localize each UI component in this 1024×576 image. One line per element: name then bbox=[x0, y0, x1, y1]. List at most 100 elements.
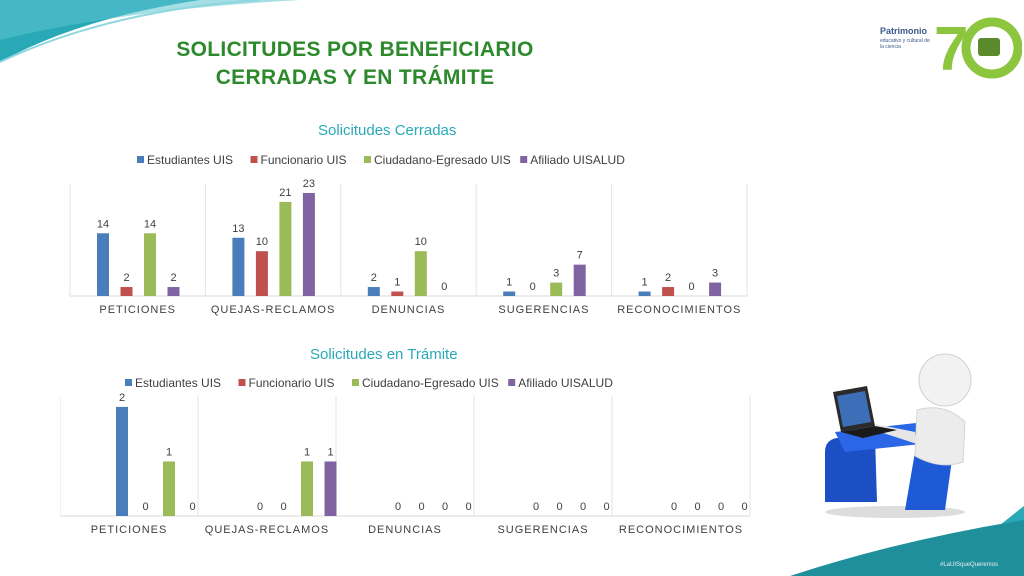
chart-cerradas: Solicitudes Cerradas Estudiantes UIS Funci… bbox=[69, 122, 748, 316]
data-label: 0 bbox=[418, 501, 424, 513]
bar bbox=[301, 461, 313, 516]
data-label: 2 bbox=[665, 272, 671, 284]
data-label: 2 bbox=[170, 272, 176, 284]
bar bbox=[255, 251, 268, 296]
data-label: 0 bbox=[689, 281, 695, 293]
category-label: QUEJAS-RECLAMOS bbox=[211, 304, 335, 316]
data-label: 14 bbox=[144, 218, 156, 230]
legend-swatch bbox=[125, 379, 132, 386]
data-label: 0 bbox=[142, 501, 148, 513]
bar bbox=[302, 192, 315, 296]
data-label: 10 bbox=[415, 236, 427, 248]
data-label: 0 bbox=[580, 501, 586, 513]
legend-swatch bbox=[250, 156, 258, 163]
legend-entry: Funcionario UIS bbox=[261, 153, 347, 167]
data-label: 0 bbox=[671, 501, 677, 513]
data-label: 1 bbox=[394, 277, 400, 289]
data-label: 0 bbox=[189, 501, 195, 513]
category-label: PETICIONES bbox=[99, 304, 176, 316]
data-label: 3 bbox=[712, 268, 718, 280]
bar bbox=[662, 287, 675, 296]
person-laptop-icon bbox=[825, 353, 972, 518]
bar bbox=[97, 233, 109, 296]
legend-swatch bbox=[364, 156, 371, 163]
data-label: 0 bbox=[465, 501, 471, 513]
data-label: 10 bbox=[256, 236, 268, 248]
bar bbox=[163, 461, 175, 516]
bar bbox=[391, 291, 404, 296]
logo-subtext: educativo y cultural de la ciencia bbox=[880, 38, 930, 50]
data-label: 2 bbox=[119, 392, 125, 404]
bar bbox=[414, 251, 427, 296]
data-label: 0 bbox=[395, 501, 401, 513]
bar bbox=[167, 287, 180, 296]
bar bbox=[638, 291, 651, 296]
bar bbox=[232, 237, 245, 296]
data-label: 0 bbox=[694, 501, 700, 513]
hashtag: #LaUISqueQueremos bbox=[940, 562, 999, 568]
category-label: RECONOCIMIENTOS bbox=[619, 524, 743, 536]
bar bbox=[573, 264, 586, 296]
data-label: 23 bbox=[303, 178, 315, 190]
chart-title: Solicitudes Cerradas bbox=[318, 122, 456, 139]
category-label: QUEJAS-RECLAMOS bbox=[205, 524, 329, 536]
data-label: 21 bbox=[279, 187, 291, 199]
legend-swatch bbox=[520, 156, 528, 163]
title-line-1: SOLICITUDES POR BENEFICIARIO bbox=[176, 38, 534, 61]
legend-swatch bbox=[238, 379, 246, 386]
legend-entry: Ciudadano-Egresado UIS bbox=[362, 376, 499, 390]
data-label: 1 bbox=[642, 277, 648, 289]
category-label: PETICIONES bbox=[91, 524, 168, 536]
data-label: 7 bbox=[577, 250, 583, 262]
legend-entry: Funcionario UIS bbox=[249, 376, 335, 390]
data-label: 0 bbox=[442, 501, 448, 513]
data-label: 0 bbox=[530, 281, 536, 293]
legend-entry: Afiliado UISALUD bbox=[530, 153, 625, 167]
data-label: 0 bbox=[603, 501, 609, 513]
data-label: 0 bbox=[718, 501, 724, 513]
bar bbox=[144, 233, 156, 296]
data-label: 14 bbox=[97, 218, 109, 230]
legend-entry: Estudiantes UIS bbox=[147, 153, 233, 167]
bar bbox=[709, 282, 722, 296]
logo: 7 Patrimonio educativo y cultural de la … bbox=[872, 12, 1022, 80]
legend-swatch bbox=[508, 379, 516, 386]
slide-title: SOLICITUDES POR BENEFICIARIO CERRADAS Y … bbox=[120, 36, 590, 92]
bar bbox=[367, 287, 380, 296]
category-label: SUGERENCIAS bbox=[497, 524, 588, 536]
data-label: 2 bbox=[371, 272, 377, 284]
data-label: 13 bbox=[232, 223, 244, 235]
title-line-2: CERRADAS Y EN TRÁMITE bbox=[215, 66, 495, 89]
legend-swatch bbox=[137, 156, 144, 163]
data-label: 1 bbox=[304, 446, 310, 458]
legend-entry: Ciudadano-Egresado UIS bbox=[374, 153, 511, 167]
data-label: 0 bbox=[441, 281, 447, 293]
legend-entry: Afiliado UISALUD bbox=[518, 376, 613, 390]
data-label: 0 bbox=[741, 501, 747, 513]
category-label: DENUNCIAS bbox=[372, 304, 446, 316]
data-label: 1 bbox=[327, 446, 333, 458]
data-label: 0 bbox=[280, 501, 286, 513]
data-label: 0 bbox=[533, 501, 539, 513]
category-label: DENUNCIAS bbox=[368, 524, 442, 536]
legend-swatch bbox=[352, 379, 359, 386]
data-label: 3 bbox=[553, 268, 559, 280]
bar bbox=[324, 461, 337, 516]
chart-title: Solicitudes en Trámite bbox=[310, 346, 458, 363]
bar bbox=[550, 282, 563, 296]
category-label: SUGERENCIAS bbox=[498, 304, 589, 316]
bar bbox=[279, 201, 292, 296]
chart-en-tramite: Solicitudes en Trámite Estudiantes UIS Fun… bbox=[60, 346, 751, 536]
data-label: 0 bbox=[556, 501, 562, 513]
bar bbox=[503, 291, 516, 296]
bar bbox=[120, 287, 133, 296]
data-label: 1 bbox=[506, 277, 512, 289]
category-label: RECONOCIMIENTOS bbox=[617, 304, 741, 316]
data-label: 2 bbox=[123, 272, 129, 284]
bar bbox=[116, 406, 128, 516]
data-label: 0 bbox=[257, 501, 263, 513]
logo-text: Patrimonio bbox=[880, 26, 928, 36]
data-label: 1 bbox=[166, 446, 172, 458]
